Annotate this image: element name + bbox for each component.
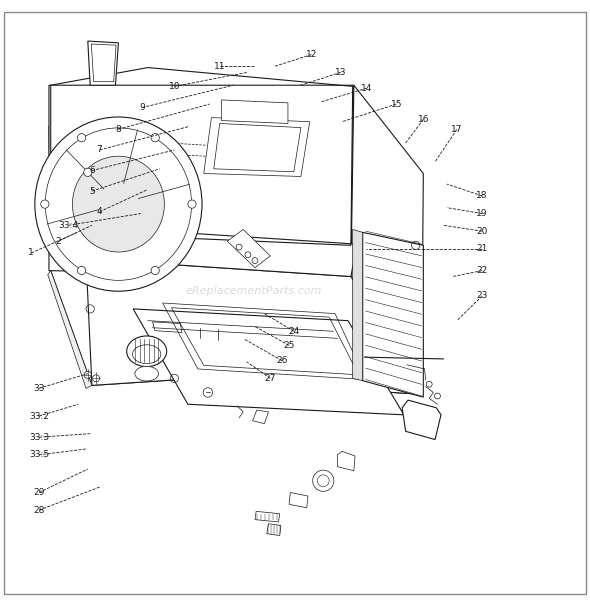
Ellipse shape	[135, 366, 159, 381]
Circle shape	[252, 258, 258, 264]
Polygon shape	[204, 118, 310, 176]
Circle shape	[93, 375, 100, 382]
Text: 33: 33	[33, 384, 45, 393]
Text: 15: 15	[391, 99, 402, 108]
Polygon shape	[337, 451, 355, 471]
Text: 2: 2	[55, 237, 61, 245]
Circle shape	[236, 244, 242, 250]
Polygon shape	[267, 524, 281, 536]
Circle shape	[84, 371, 91, 378]
Text: 33:3: 33:3	[29, 433, 49, 442]
Polygon shape	[363, 232, 423, 397]
Ellipse shape	[73, 156, 165, 252]
Polygon shape	[48, 271, 92, 388]
Circle shape	[151, 267, 159, 275]
Text: 26: 26	[276, 356, 288, 365]
Text: 17: 17	[451, 125, 463, 134]
Text: 23: 23	[477, 291, 488, 301]
Text: 25: 25	[283, 341, 295, 350]
Ellipse shape	[127, 336, 167, 367]
Polygon shape	[133, 309, 404, 415]
Circle shape	[151, 133, 159, 142]
Polygon shape	[221, 100, 288, 124]
Text: 29: 29	[33, 488, 45, 497]
Text: 8: 8	[116, 125, 122, 134]
Text: 24: 24	[288, 327, 300, 336]
Polygon shape	[402, 400, 441, 439]
Polygon shape	[51, 259, 421, 395]
Text: 18: 18	[477, 191, 488, 201]
Text: 33:4: 33:4	[58, 221, 78, 230]
Text: 13: 13	[335, 68, 347, 77]
Text: 16: 16	[418, 115, 429, 124]
Text: 27: 27	[264, 374, 276, 383]
Polygon shape	[49, 85, 354, 276]
Text: 10: 10	[169, 82, 180, 91]
Circle shape	[84, 168, 92, 176]
Text: 33:5: 33:5	[29, 450, 49, 459]
Polygon shape	[351, 85, 423, 395]
Text: 19: 19	[477, 209, 488, 218]
Text: 5: 5	[89, 187, 95, 196]
Text: 7: 7	[97, 145, 103, 155]
Polygon shape	[86, 259, 421, 395]
Ellipse shape	[45, 128, 192, 281]
Circle shape	[77, 267, 86, 275]
Polygon shape	[227, 230, 270, 268]
Ellipse shape	[35, 117, 202, 291]
Text: 22: 22	[477, 266, 488, 275]
Polygon shape	[353, 230, 363, 381]
Text: 4: 4	[97, 207, 103, 216]
Ellipse shape	[133, 345, 161, 364]
Text: 6: 6	[89, 166, 95, 175]
Text: 21: 21	[477, 244, 488, 253]
Polygon shape	[255, 511, 280, 522]
Text: 9: 9	[139, 103, 145, 112]
Text: 1: 1	[28, 248, 34, 258]
Text: 14: 14	[361, 84, 372, 93]
Circle shape	[245, 251, 251, 258]
Circle shape	[41, 200, 49, 208]
Polygon shape	[88, 41, 119, 85]
Text: 20: 20	[477, 227, 488, 236]
Text: 12: 12	[306, 50, 317, 59]
Text: 28: 28	[33, 505, 45, 514]
Polygon shape	[86, 227, 357, 276]
Circle shape	[188, 200, 196, 208]
Text: eReplacementParts.com: eReplacementParts.com	[186, 286, 322, 296]
Polygon shape	[49, 115, 86, 271]
Polygon shape	[289, 493, 308, 508]
Text: 11: 11	[214, 62, 225, 71]
Circle shape	[313, 470, 334, 491]
Polygon shape	[253, 410, 268, 424]
Text: 33:2: 33:2	[29, 411, 49, 421]
Circle shape	[77, 133, 86, 142]
